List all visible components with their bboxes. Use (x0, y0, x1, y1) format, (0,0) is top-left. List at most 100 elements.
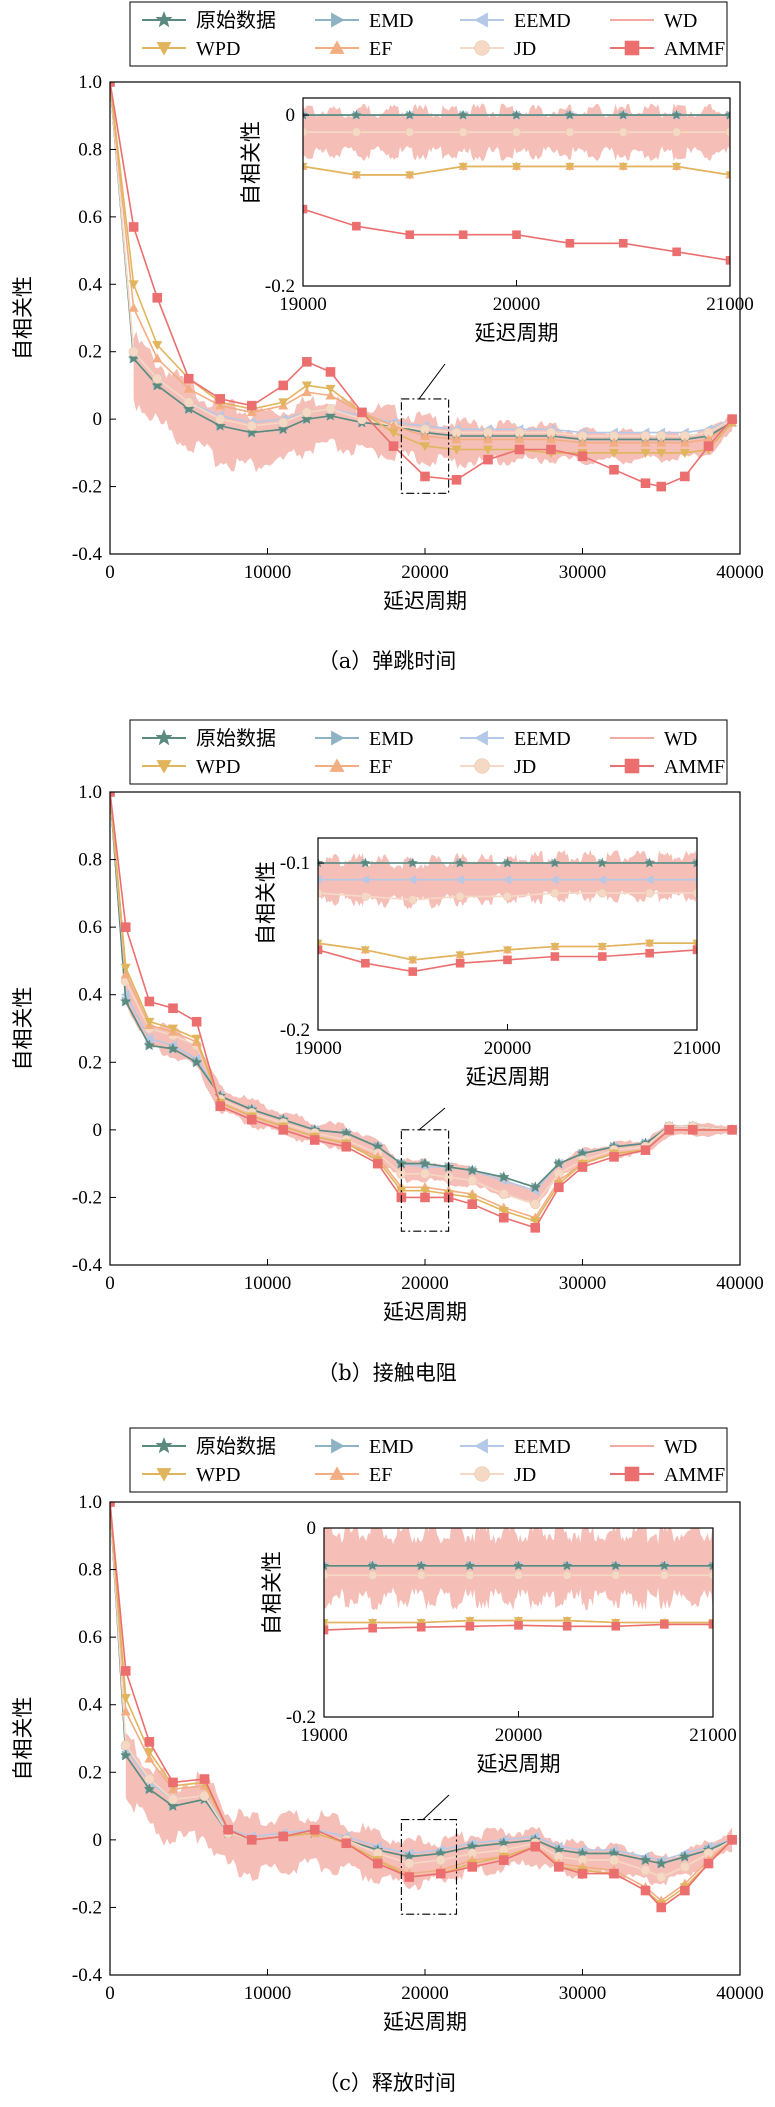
data-point (309, 1135, 320, 1145)
data-point (454, 857, 466, 868)
data-point (467, 1193, 478, 1203)
series-0 (303, 109, 730, 120)
data-point (246, 400, 257, 411)
legend-item: WPD (142, 38, 240, 60)
legend-label: WPD (196, 1464, 240, 1486)
x-tick-label: 40000 (716, 562, 764, 583)
series-7 (303, 204, 730, 265)
data-point (419, 1157, 431, 1169)
legend-frame (129, 719, 728, 785)
data-point (497, 1171, 510, 1183)
data-point (640, 448, 651, 458)
x-tick-label: 40000 (716, 1273, 764, 1294)
data-point (455, 891, 465, 901)
legend-label: WPD (196, 38, 240, 60)
legend-item: AMMF (610, 1464, 725, 1486)
series-0 (318, 857, 697, 868)
data-point (725, 171, 730, 180)
data-point (679, 437, 690, 447)
legend-item: JD (460, 1464, 536, 1486)
data-point (143, 1783, 156, 1795)
data-point (467, 1862, 478, 1872)
legend-item: 原始数据 (142, 8, 276, 32)
data-point (640, 1865, 651, 1876)
data-point (660, 1620, 669, 1629)
series-2 (318, 875, 697, 885)
data-point (597, 952, 607, 961)
data-point (152, 353, 163, 363)
y-tick-label: -0.4 (72, 544, 103, 565)
data-point (183, 373, 194, 384)
series-4 (318, 939, 697, 965)
data-point (725, 256, 730, 265)
data-point (708, 1620, 713, 1629)
data-point (465, 1617, 475, 1626)
data-point (408, 967, 418, 976)
legend-marker (156, 42, 172, 56)
data-point (303, 127, 308, 137)
series-7 (318, 945, 697, 976)
data-point (309, 1824, 320, 1835)
x-tick-label: 21000 (706, 294, 754, 315)
data-point (416, 1570, 426, 1580)
y-tick-label: -0.2 (72, 1897, 102, 1918)
x-tick-label: 21000 (689, 1725, 737, 1746)
data-point (564, 109, 576, 120)
data-point (223, 1824, 233, 1835)
legend-marker (331, 12, 345, 28)
data-point (404, 109, 415, 120)
data-point (167, 1042, 179, 1054)
data-point (608, 448, 620, 458)
data-point (324, 1560, 330, 1571)
legend-label: EMD (369, 1436, 413, 1458)
legend-item: WPD (142, 1464, 240, 1486)
data-point (680, 471, 690, 482)
x-tick-label: 19000 (300, 1725, 348, 1746)
data-point (416, 1622, 426, 1632)
data-point (577, 451, 588, 462)
data-point (554, 1182, 564, 1193)
data-point (549, 857, 561, 868)
legend-label: JD (514, 38, 536, 60)
y-tick-label: -0.2 (72, 1187, 102, 1208)
y-tick-label: 0.4 (78, 985, 102, 1006)
data-point (144, 1753, 155, 1763)
data-point (318, 939, 323, 948)
data-point (530, 1841, 541, 1852)
data-point (246, 1114, 257, 1125)
data-point (671, 109, 682, 120)
data-point (152, 292, 163, 303)
y-tick-label: 0 (93, 1120, 103, 1141)
data-point (656, 1871, 667, 1883)
legend-marker (624, 40, 640, 56)
data-point (511, 127, 521, 137)
data-point (351, 127, 361, 137)
data-point (341, 1838, 352, 1849)
data-point (368, 1623, 377, 1633)
data-point (565, 162, 575, 171)
y-tick-label: -0.2 (72, 477, 102, 498)
data-point (408, 875, 417, 885)
legend-item: EF (315, 38, 392, 60)
y-tick-label: 0.6 (78, 207, 102, 228)
legend-item: 原始数据 (142, 726, 276, 750)
data-point (618, 238, 628, 248)
data-point (167, 1799, 179, 1811)
data-point (513, 1570, 523, 1580)
chart-panel-0: 0 10000 20000 30000 40000 -0.4 -0.2 0 0.2 0.4 0.6 0… (11, 72, 764, 673)
data-point (341, 1141, 352, 1152)
data-point (405, 127, 415, 137)
data-point (577, 437, 588, 447)
data-point (530, 1217, 541, 1227)
data-point (277, 423, 290, 435)
data-point (199, 1774, 210, 1784)
data-point (278, 1831, 289, 1842)
data-point (455, 951, 465, 960)
chart-panel-2: 0 10000 20000 30000 40000 -0.4 -0.2 0 0.2 0.4 0.6 0… (11, 1492, 764, 2095)
legend-item: WD (610, 1436, 697, 1458)
legend-item: WD (610, 728, 697, 750)
y-tick-label: -0.2 (265, 276, 295, 297)
y-tick-label: -0.1 (280, 853, 310, 874)
data-point (659, 1560, 670, 1571)
